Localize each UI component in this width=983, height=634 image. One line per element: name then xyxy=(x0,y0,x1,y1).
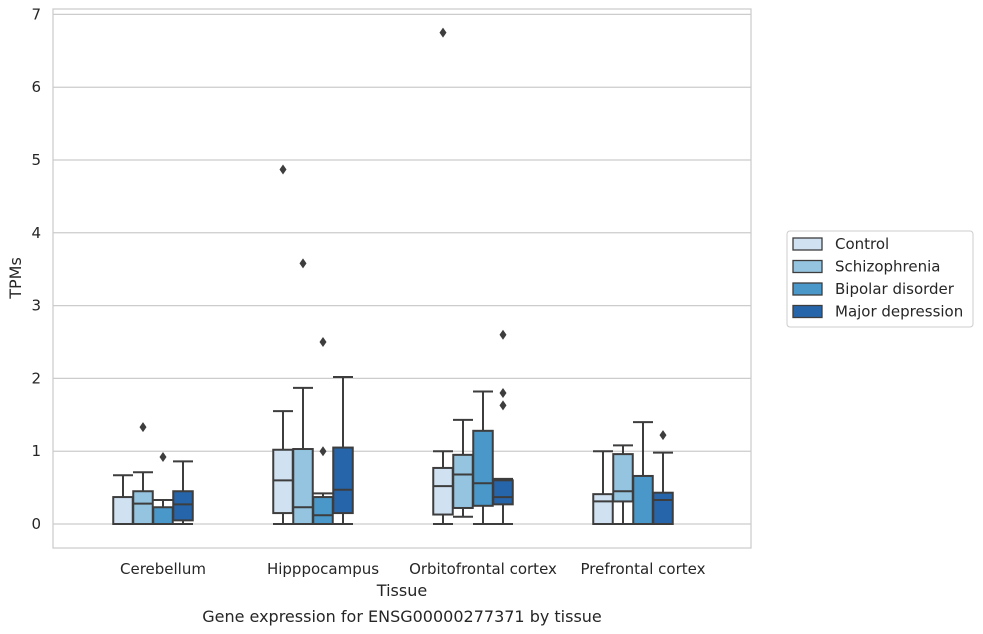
legend-frame xyxy=(786,230,974,328)
box-body xyxy=(172,490,194,522)
box-bipolar-disorder xyxy=(312,337,334,525)
legend-swatch xyxy=(792,259,823,274)
boxes-layer xyxy=(112,27,674,526)
grid-lines xyxy=(53,13,751,525)
x-tick-label: Hipppocampus xyxy=(267,560,379,578)
y-tick-labels: 0 1 2 3 4 5 6 7 xyxy=(31,5,41,533)
box-body xyxy=(452,453,474,509)
x-tick-label: Prefrontal cortex xyxy=(581,560,706,578)
box-body xyxy=(132,490,154,525)
box-schizophrenia xyxy=(452,418,474,518)
box-body xyxy=(652,491,674,526)
box-body xyxy=(112,496,134,525)
y-tick-label: 5 xyxy=(31,151,41,169)
box-body xyxy=(472,429,494,507)
outlier-point xyxy=(159,452,167,463)
chart-caption: Gene expression for ENSG00000277371 by t… xyxy=(202,607,602,626)
legend: Control Schizophrenia Bipolar disorder Majo… xyxy=(786,230,974,328)
y-tick-label: 4 xyxy=(31,224,41,242)
box-body xyxy=(432,466,454,516)
outlier-point xyxy=(439,27,447,38)
box-control xyxy=(112,474,134,525)
legend-item: Control xyxy=(792,235,889,253)
legend-item: Major depression xyxy=(792,303,963,321)
box-body xyxy=(312,496,334,525)
outlier-point xyxy=(319,446,327,457)
y-tick-label: 6 xyxy=(31,78,41,96)
box-body xyxy=(632,474,654,525)
legend-label: Control xyxy=(835,235,889,253)
legend-label: Bipolar disorder xyxy=(835,280,955,298)
outlier-point xyxy=(299,258,307,269)
box-body xyxy=(332,446,354,515)
x-tick-labels: Cerebellum Hipppocampus Orbitofrontal cort… xyxy=(120,560,706,578)
legend-label: Major depression xyxy=(835,303,963,321)
box-body xyxy=(272,448,294,515)
box-major-depression xyxy=(492,329,514,525)
y-axis-title: TPMs xyxy=(6,257,25,300)
legend-item: Bipolar disorder xyxy=(792,280,955,298)
y-tick-label: 7 xyxy=(31,5,41,23)
legend-label: Schizophrenia xyxy=(835,258,940,276)
legend-swatch xyxy=(792,304,823,319)
x-tick-label: Cerebellum xyxy=(120,560,206,578)
box-bipolar-disorder xyxy=(632,421,654,525)
outlier-point xyxy=(499,329,507,340)
y-tick-label: 1 xyxy=(31,442,41,460)
box-body xyxy=(492,479,514,506)
outlier-point xyxy=(499,400,507,411)
box-major-depression xyxy=(332,375,354,525)
legend-swatch xyxy=(792,282,823,296)
outlier-point xyxy=(499,387,507,398)
outlier-point xyxy=(659,430,667,441)
legend-item: Schizophrenia xyxy=(792,258,940,276)
box-schizophrenia xyxy=(132,422,154,525)
box-body xyxy=(292,448,314,525)
box-major-depression xyxy=(652,430,674,526)
box-body xyxy=(612,453,634,503)
box-schizophrenia xyxy=(612,444,634,525)
box-control xyxy=(592,450,614,526)
box-control xyxy=(272,164,294,525)
box-body xyxy=(152,506,174,526)
y-tick-label: 0 xyxy=(31,515,41,533)
box-schizophrenia xyxy=(292,258,314,525)
x-tick-label: Orbitofrontal cortex xyxy=(409,560,557,578)
box-bipolar-disorder xyxy=(152,452,174,526)
outlier-point xyxy=(319,337,327,347)
box-control xyxy=(432,27,454,525)
outlier-point xyxy=(279,164,287,175)
box-major-depression xyxy=(172,460,194,525)
outlier-point xyxy=(139,422,147,433)
x-axis-title: Tissue xyxy=(376,581,427,600)
box-body xyxy=(592,493,614,526)
y-tick-label: 2 xyxy=(31,369,41,387)
legend-swatch xyxy=(792,237,823,251)
plot-frame xyxy=(52,8,752,549)
y-tick-label: 3 xyxy=(31,297,41,315)
box-bipolar-disorder xyxy=(472,390,494,525)
